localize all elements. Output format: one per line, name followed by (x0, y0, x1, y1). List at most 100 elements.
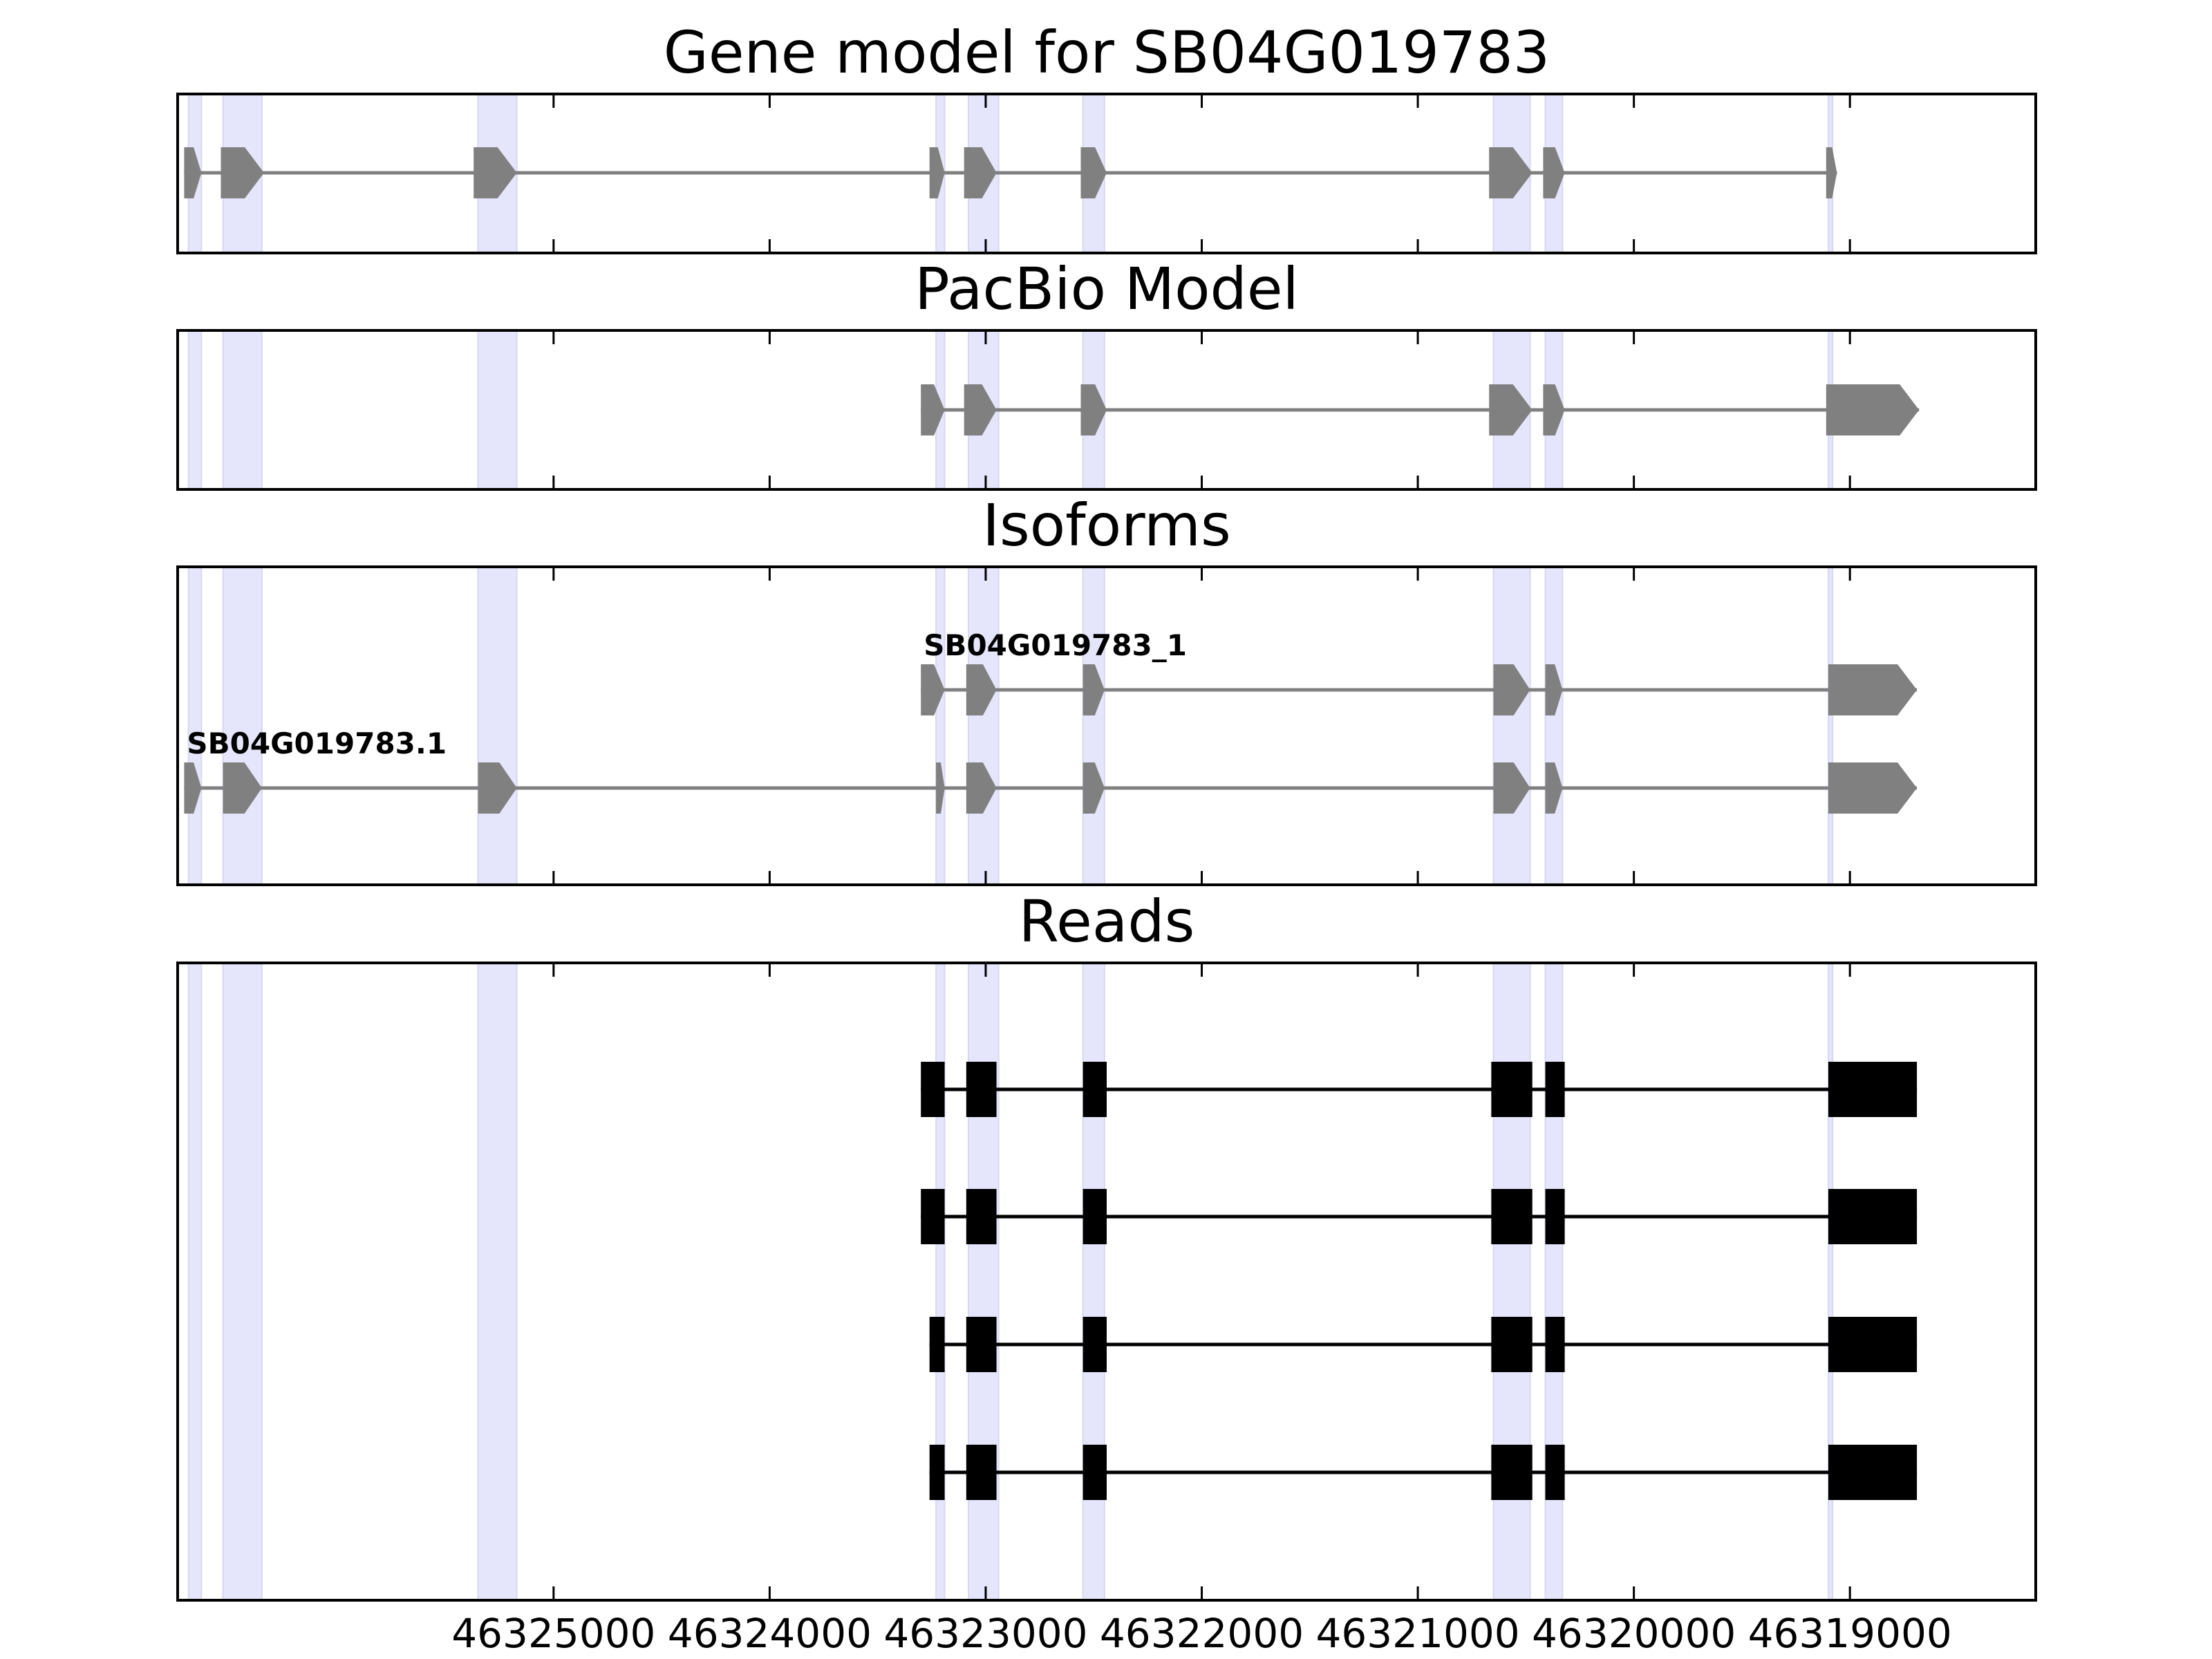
exon-highlight-band (1827, 962, 1834, 1601)
exon-arrow (1489, 147, 1533, 198)
exon-arrow (964, 147, 997, 198)
exon-arrow (478, 762, 517, 814)
exon-arrow (921, 664, 945, 715)
x-tick-label: 46319000 (1748, 1610, 1952, 1657)
panel-1: Gene model for SB04G019783 (176, 19, 2037, 254)
exon-highlight-band (477, 566, 518, 885)
exon-arrow (1826, 384, 1920, 435)
read-block (1491, 1317, 1533, 1372)
exon-arrow (1080, 384, 1107, 435)
panel-frame (176, 962, 2037, 1602)
exon-arrow (964, 384, 997, 435)
panel-title: Reads (1019, 888, 1195, 955)
exon-arrow (1489, 384, 1533, 435)
exon-highlight-band (477, 962, 518, 1601)
read-block (1545, 1317, 1565, 1372)
read-block (921, 1062, 945, 1117)
exon-arrow (936, 762, 945, 814)
read-block (1545, 1189, 1565, 1244)
read-block (966, 1062, 997, 1117)
exon-highlight-band (1492, 962, 1531, 1601)
exon-arrow (921, 384, 945, 435)
read-block (1491, 1445, 1533, 1500)
panel-frame (176, 93, 2037, 254)
panel-title: Isoforms (982, 491, 1231, 559)
exon-highlight-band (187, 962, 203, 1601)
read-block (1545, 1445, 1565, 1500)
isoform-label: SB04G019783.1 (187, 727, 447, 760)
x-tick-label: 46324000 (668, 1610, 872, 1657)
track (921, 1062, 1918, 1117)
read-block (1828, 1062, 1918, 1117)
panel-title: PacBio Model (915, 255, 1299, 323)
track (184, 147, 1837, 198)
exon-highlight-band (1082, 566, 1105, 885)
read-block (1491, 1189, 1533, 1244)
read-block (966, 1189, 997, 1244)
exon-highlight-band (222, 330, 263, 490)
exon-highlight-band (187, 330, 203, 490)
panel-3: Isoforms SB04G019783_1 SB04G019783.1 (176, 491, 2037, 886)
exon-arrow (223, 762, 262, 814)
exon-arrow (1545, 664, 1563, 715)
read-block (1082, 1189, 1107, 1244)
x-tick-label: 46323000 (883, 1610, 1087, 1657)
panel-2: PacBio Model (176, 255, 2037, 491)
read-block (1491, 1062, 1533, 1117)
exon-arrow (1543, 147, 1565, 198)
exon-arrow (1828, 762, 1918, 814)
read-block (1828, 1445, 1918, 1500)
exon-arrow (184, 147, 202, 198)
exon-highlight-band (187, 566, 203, 885)
exon-highlight-band (1082, 962, 1105, 1601)
exon-arrow (1545, 762, 1563, 814)
track (929, 1317, 1918, 1372)
exon-arrow (1828, 664, 1918, 715)
panel-frame (176, 329, 2037, 491)
exon-highlight-band (1827, 566, 1834, 885)
exon-highlight-band (1544, 566, 1564, 885)
exon-arrow (929, 147, 945, 198)
read-block (1545, 1062, 1565, 1117)
exon-highlight-band (935, 566, 946, 885)
read-block (1082, 1445, 1107, 1500)
exon-highlight-band (222, 566, 263, 885)
read-block (1828, 1189, 1918, 1244)
exon-highlight-band (967, 962, 1000, 1601)
panel-title: Gene model for SB04G019783 (664, 19, 1550, 86)
read-block (929, 1445, 945, 1500)
read-block (1828, 1317, 1918, 1372)
panel-4: Reads 46325000 46324000 46323000 46322000 463… (176, 888, 2037, 1657)
read-block (966, 1445, 997, 1500)
exon-highlight-band (935, 962, 946, 1601)
track: SB04G019783_1 (921, 628, 1918, 715)
read-block (1082, 1317, 1107, 1372)
read-block (1082, 1062, 1107, 1117)
x-tick-label: 46320000 (1532, 1610, 1736, 1657)
read-block (966, 1317, 997, 1372)
track (921, 384, 1920, 435)
panels-group: Gene model for SB04G019783 PacBio Model Is… (176, 19, 2037, 1657)
exon-highlight-band (1492, 566, 1531, 885)
exon-arrow (1493, 762, 1530, 814)
track (921, 1189, 1918, 1244)
exon-highlight-band (222, 962, 263, 1601)
read-block (929, 1317, 945, 1372)
panel-frame (176, 565, 2037, 886)
exon-arrow (966, 762, 997, 814)
track: SB04G019783.1 (184, 727, 1918, 814)
exon-arrow (1543, 384, 1565, 435)
track (929, 1445, 1918, 1500)
exon-arrow (1080, 147, 1107, 198)
exon-arrow (474, 147, 517, 198)
isoform-label: SB04G019783_1 (924, 628, 1187, 662)
exon-highlight-band (1544, 962, 1564, 1601)
exon-highlight-band (477, 330, 518, 490)
exon-highlight-band (967, 566, 1000, 885)
exon-arrow (1826, 147, 1837, 198)
x-tick-label: 46325000 (451, 1610, 655, 1657)
x-tick-label: 46322000 (1100, 1610, 1304, 1657)
read-block (921, 1189, 945, 1244)
